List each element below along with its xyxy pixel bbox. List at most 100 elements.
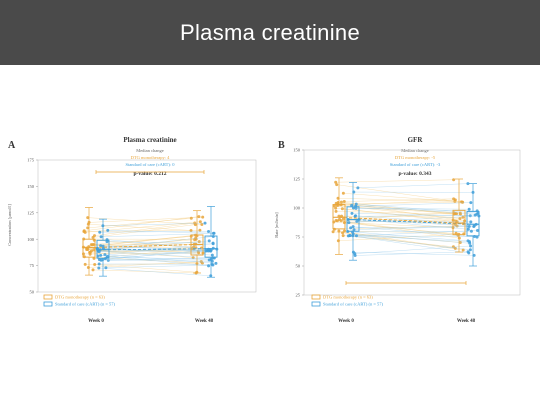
data-point [207, 258, 211, 262]
paired-line [349, 235, 469, 254]
paired-line [102, 222, 206, 226]
x-tick-week0: Week 0 [88, 319, 104, 324]
data-point [343, 229, 347, 233]
p-value: p-value: 0.212 [134, 171, 167, 177]
paired-line [87, 218, 192, 229]
data-point [469, 229, 473, 233]
data-point [86, 226, 90, 230]
plot-frame [37, 159, 257, 293]
paired-line [106, 241, 214, 244]
data-point [91, 242, 95, 246]
data-point [350, 203, 354, 207]
y-tick-label: 50 [296, 264, 301, 269]
paired-line [88, 261, 202, 268]
data-point [99, 235, 103, 239]
data-point [207, 229, 211, 233]
plot-area: 175 150 125 100 75 50 [27, 158, 257, 295]
data-point [346, 234, 350, 238]
paired-line [93, 235, 197, 245]
legend-label-soc: Standard of care (cART) (n = 57) [323, 302, 383, 307]
slide-title: Plasma creatinine [180, 19, 360, 45]
y-tick-label: 50 [30, 290, 35, 295]
legend-label-dtg: DTG monotherapy (n = 63) [323, 295, 373, 300]
data-point [103, 253, 107, 257]
data-point [189, 216, 193, 220]
data-point [86, 216, 90, 220]
box [346, 206, 360, 232]
data-point [342, 200, 346, 204]
data-point [97, 258, 101, 262]
panel-letter: B [278, 140, 285, 151]
data-point [205, 248, 209, 252]
data-point [91, 235, 95, 239]
data-point [468, 214, 472, 218]
median-connector [102, 248, 212, 251]
data-point [198, 228, 202, 232]
paired-line [348, 215, 479, 223]
y-tick-label: 150 [293, 148, 301, 153]
paired-line [85, 221, 201, 233]
data-point [342, 221, 346, 225]
paired-line [88, 234, 196, 247]
paired-line [338, 205, 460, 219]
data-point [341, 191, 345, 195]
data-point [198, 220, 202, 224]
data-point [353, 214, 357, 218]
paired-line [348, 235, 475, 237]
paired-line [344, 198, 454, 202]
data-point [331, 230, 335, 234]
data-point [88, 250, 92, 254]
x-tick-week48: Week 48 [195, 319, 214, 324]
paired-line [354, 226, 474, 230]
data-point [354, 234, 358, 238]
y-tick-label: 100 [293, 206, 301, 211]
paired-line [93, 269, 197, 274]
paired-line [89, 216, 203, 223]
paired-line [94, 264, 197, 273]
data-point [453, 211, 457, 215]
data-point [351, 225, 355, 229]
paired-line [97, 248, 207, 252]
data-point [469, 220, 473, 224]
data-point [461, 215, 465, 219]
plot-frame [303, 149, 521, 296]
data-point [93, 263, 97, 267]
data-point [469, 201, 473, 205]
legend-swatch-dtg [311, 294, 321, 300]
paired-line [338, 215, 456, 225]
paired-line [101, 233, 214, 237]
paired-line [94, 222, 195, 236]
data-point [452, 178, 456, 182]
paired-line [350, 226, 470, 229]
legend-swatch-dtg [43, 294, 53, 300]
data-point [200, 222, 204, 226]
data-point [475, 235, 479, 239]
data-point [203, 221, 207, 225]
data-point [97, 262, 101, 266]
paired-line [105, 264, 213, 268]
data-point [83, 262, 87, 266]
data-point [207, 239, 211, 243]
data-point [475, 209, 479, 213]
legend-swatch-soc [311, 301, 321, 307]
legend-label-soc: Standard of care (cART) (n = 57) [55, 302, 115, 307]
paired-line [357, 183, 468, 189]
panel-letter: A [8, 140, 16, 151]
data-point [467, 225, 471, 229]
data-point [212, 231, 216, 235]
data-point [189, 228, 193, 232]
paired-line [87, 241, 200, 250]
y-tick-label: 175 [27, 158, 35, 163]
data-point [467, 207, 471, 211]
data-point [458, 217, 462, 221]
data-point [99, 244, 103, 248]
data-point [194, 236, 198, 240]
data-point [86, 222, 90, 226]
data-point [101, 244, 105, 248]
plot-area: 150 125 100 75 50 25 [293, 148, 521, 298]
median-change-title: Median change [401, 148, 429, 153]
legend-label-dtg: DTG monotherapy (n = 63) [55, 295, 105, 300]
data-point [452, 197, 456, 201]
paired-line [354, 245, 471, 254]
paired-line [91, 244, 192, 249]
